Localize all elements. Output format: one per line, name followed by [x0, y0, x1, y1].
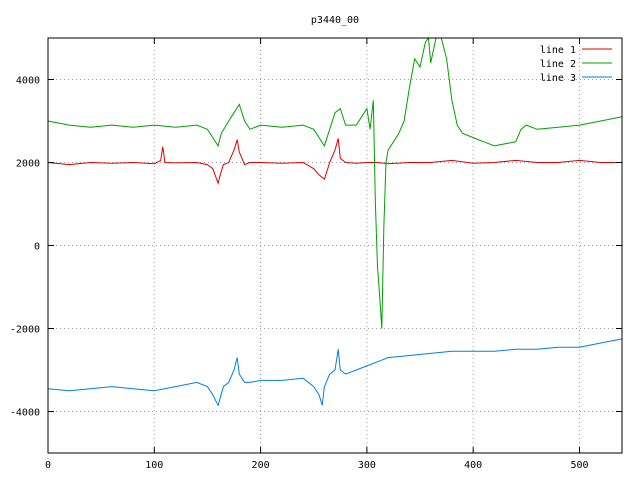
- x-tick-label: 200: [252, 460, 270, 471]
- x-tick-label: 300: [358, 460, 376, 471]
- series-line-3: [47, 338, 623, 407]
- x-tick-label: 400: [464, 460, 482, 471]
- y-tick-label: -4000: [10, 408, 40, 419]
- ticks-layer: 0 100 200 300 400 500 -4000 -2000 0 2000 4000: [10, 38, 622, 471]
- y-tick-label: -2000: [10, 325, 40, 336]
- legend: line 1 line 2 line 3: [540, 45, 612, 84]
- series-line-1: [47, 138, 622, 186]
- y-tick-label: 0: [34, 242, 40, 253]
- y-tick-label: 4000: [16, 76, 40, 87]
- x-tick-label: 0: [45, 460, 51, 471]
- series-line-2: [47, 36, 623, 329]
- legend-label: line 2: [540, 59, 576, 70]
- legend-label: line 3: [540, 73, 576, 84]
- x-tick-label: 500: [570, 460, 588, 471]
- series-layer: [47, 36, 623, 407]
- legend-label: line 1: [540, 45, 576, 56]
- y-tick-label: 2000: [16, 159, 40, 170]
- x-tick-label: 100: [145, 460, 163, 471]
- chart-title: p3440_00: [311, 15, 359, 26]
